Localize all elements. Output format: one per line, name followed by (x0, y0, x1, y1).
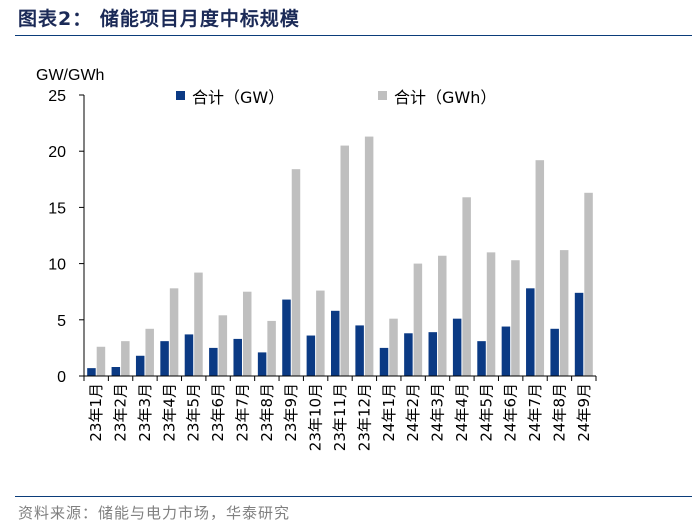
bar-gwh (364, 136, 374, 376)
bar-gw (233, 338, 242, 376)
legend-swatch-gwh (378, 91, 387, 100)
bar-gwh (218, 315, 228, 376)
bar-gwh (194, 272, 203, 376)
bar-gwh (267, 320, 276, 376)
x-tick-label: 24年1月 (380, 383, 398, 442)
x-tick-label: 23年4月 (160, 383, 178, 442)
x-tick-label: 24年7月 (526, 383, 544, 442)
bar-gwh (291, 169, 301, 376)
bar-gwh (511, 260, 520, 376)
y-tick-label: 0 (57, 369, 66, 386)
bar-gw (257, 352, 267, 376)
x-tick-label: 23年1月 (87, 383, 105, 442)
bar-gw (331, 310, 340, 376)
bar-gwh (438, 255, 447, 376)
bar-gwh (121, 341, 130, 376)
bar-gwh (96, 346, 106, 376)
x-tick-label: 23年10月 (307, 383, 325, 451)
bar-gw (550, 328, 559, 376)
x-tick-label: 23年3月 (136, 383, 154, 442)
x-tick-label: 24年9月 (575, 383, 593, 442)
x-tick-label: 24年6月 (502, 383, 520, 442)
bar-gw (135, 355, 145, 376)
bar-gwh (389, 318, 398, 376)
bar-gw (404, 333, 413, 376)
bar-gw (184, 334, 194, 376)
bar-gwh (145, 328, 154, 376)
bottom-divider (15, 496, 692, 497)
bar-gw (282, 299, 291, 376)
x-tick-label: 24年8月 (550, 383, 568, 442)
bar-gwh (242, 291, 252, 376)
y-tick-label: 20 (48, 144, 66, 161)
x-tick-label: 23年7月 (233, 383, 251, 442)
x-tick-label: 23年2月 (112, 383, 130, 442)
bar-gw (306, 335, 316, 376)
bar-gwh (584, 192, 593, 376)
legend-swatch-gw (176, 91, 185, 100)
bar-gw (160, 341, 169, 376)
x-tick-label: 24年3月 (429, 383, 447, 442)
bar-gw (526, 288, 535, 376)
bar-gwh (559, 250, 569, 376)
x-tick-label: 24年2月 (404, 383, 422, 442)
bar-gw (379, 347, 389, 376)
y-axis-label: GW/GWh (36, 67, 104, 84)
x-axis: 23年1月 23年2月 23年3月 23年4月 23年5月 23年6月 23年7月 23年8月… (83, 375, 597, 451)
y-tick-label: 15 (48, 200, 66, 217)
x-tick-label: 24年5月 (477, 383, 495, 442)
x-tick-label: 23年8月 (258, 383, 276, 442)
source-note: 资料来源：储能与电力市场，华泰研究 (18, 504, 291, 522)
y-axis: 0 5 10 15 20 25 (48, 88, 85, 386)
y-tick-label: 10 (48, 257, 66, 274)
bar-gw (87, 368, 96, 376)
bar-gwh (413, 263, 423, 376)
x-tick-label: 23年12月 (355, 383, 373, 451)
bar-gw (574, 292, 584, 376)
bar-gw (209, 347, 218, 376)
bar-gw (428, 332, 438, 376)
x-tick-label: 23年6月 (209, 383, 227, 442)
top-divider (15, 35, 692, 36)
legend: 合计（GW） 合计（GWh） (176, 88, 496, 107)
bar-gwh (462, 197, 471, 376)
x-tick-label: 23年11月 (331, 383, 349, 451)
bar-gw (501, 326, 511, 376)
bars (87, 136, 593, 376)
bar-gw (111, 367, 121, 376)
x-tick-label: 24年4月 (453, 383, 471, 442)
y-tick-label: 25 (48, 88, 66, 105)
bar-gwh (340, 145, 349, 376)
bar-gw (477, 341, 486, 376)
legend-label-gw: 合计（GW） (192, 88, 284, 107)
bar-gw (355, 325, 364, 376)
bar-gwh (169, 288, 179, 376)
figure-title: 图表2： 储能项目月度中标规模 (18, 8, 300, 30)
bar-gwh (316, 290, 325, 376)
bar-gw (452, 318, 462, 376)
bar-gwh (486, 252, 496, 376)
x-tick-label: 23年9月 (282, 383, 300, 442)
x-tick-label: 23年5月 (185, 383, 203, 442)
bar-gwh (535, 160, 545, 376)
legend-label-gwh: 合计（GWh） (394, 88, 496, 107)
y-tick-label: 5 (57, 313, 66, 330)
